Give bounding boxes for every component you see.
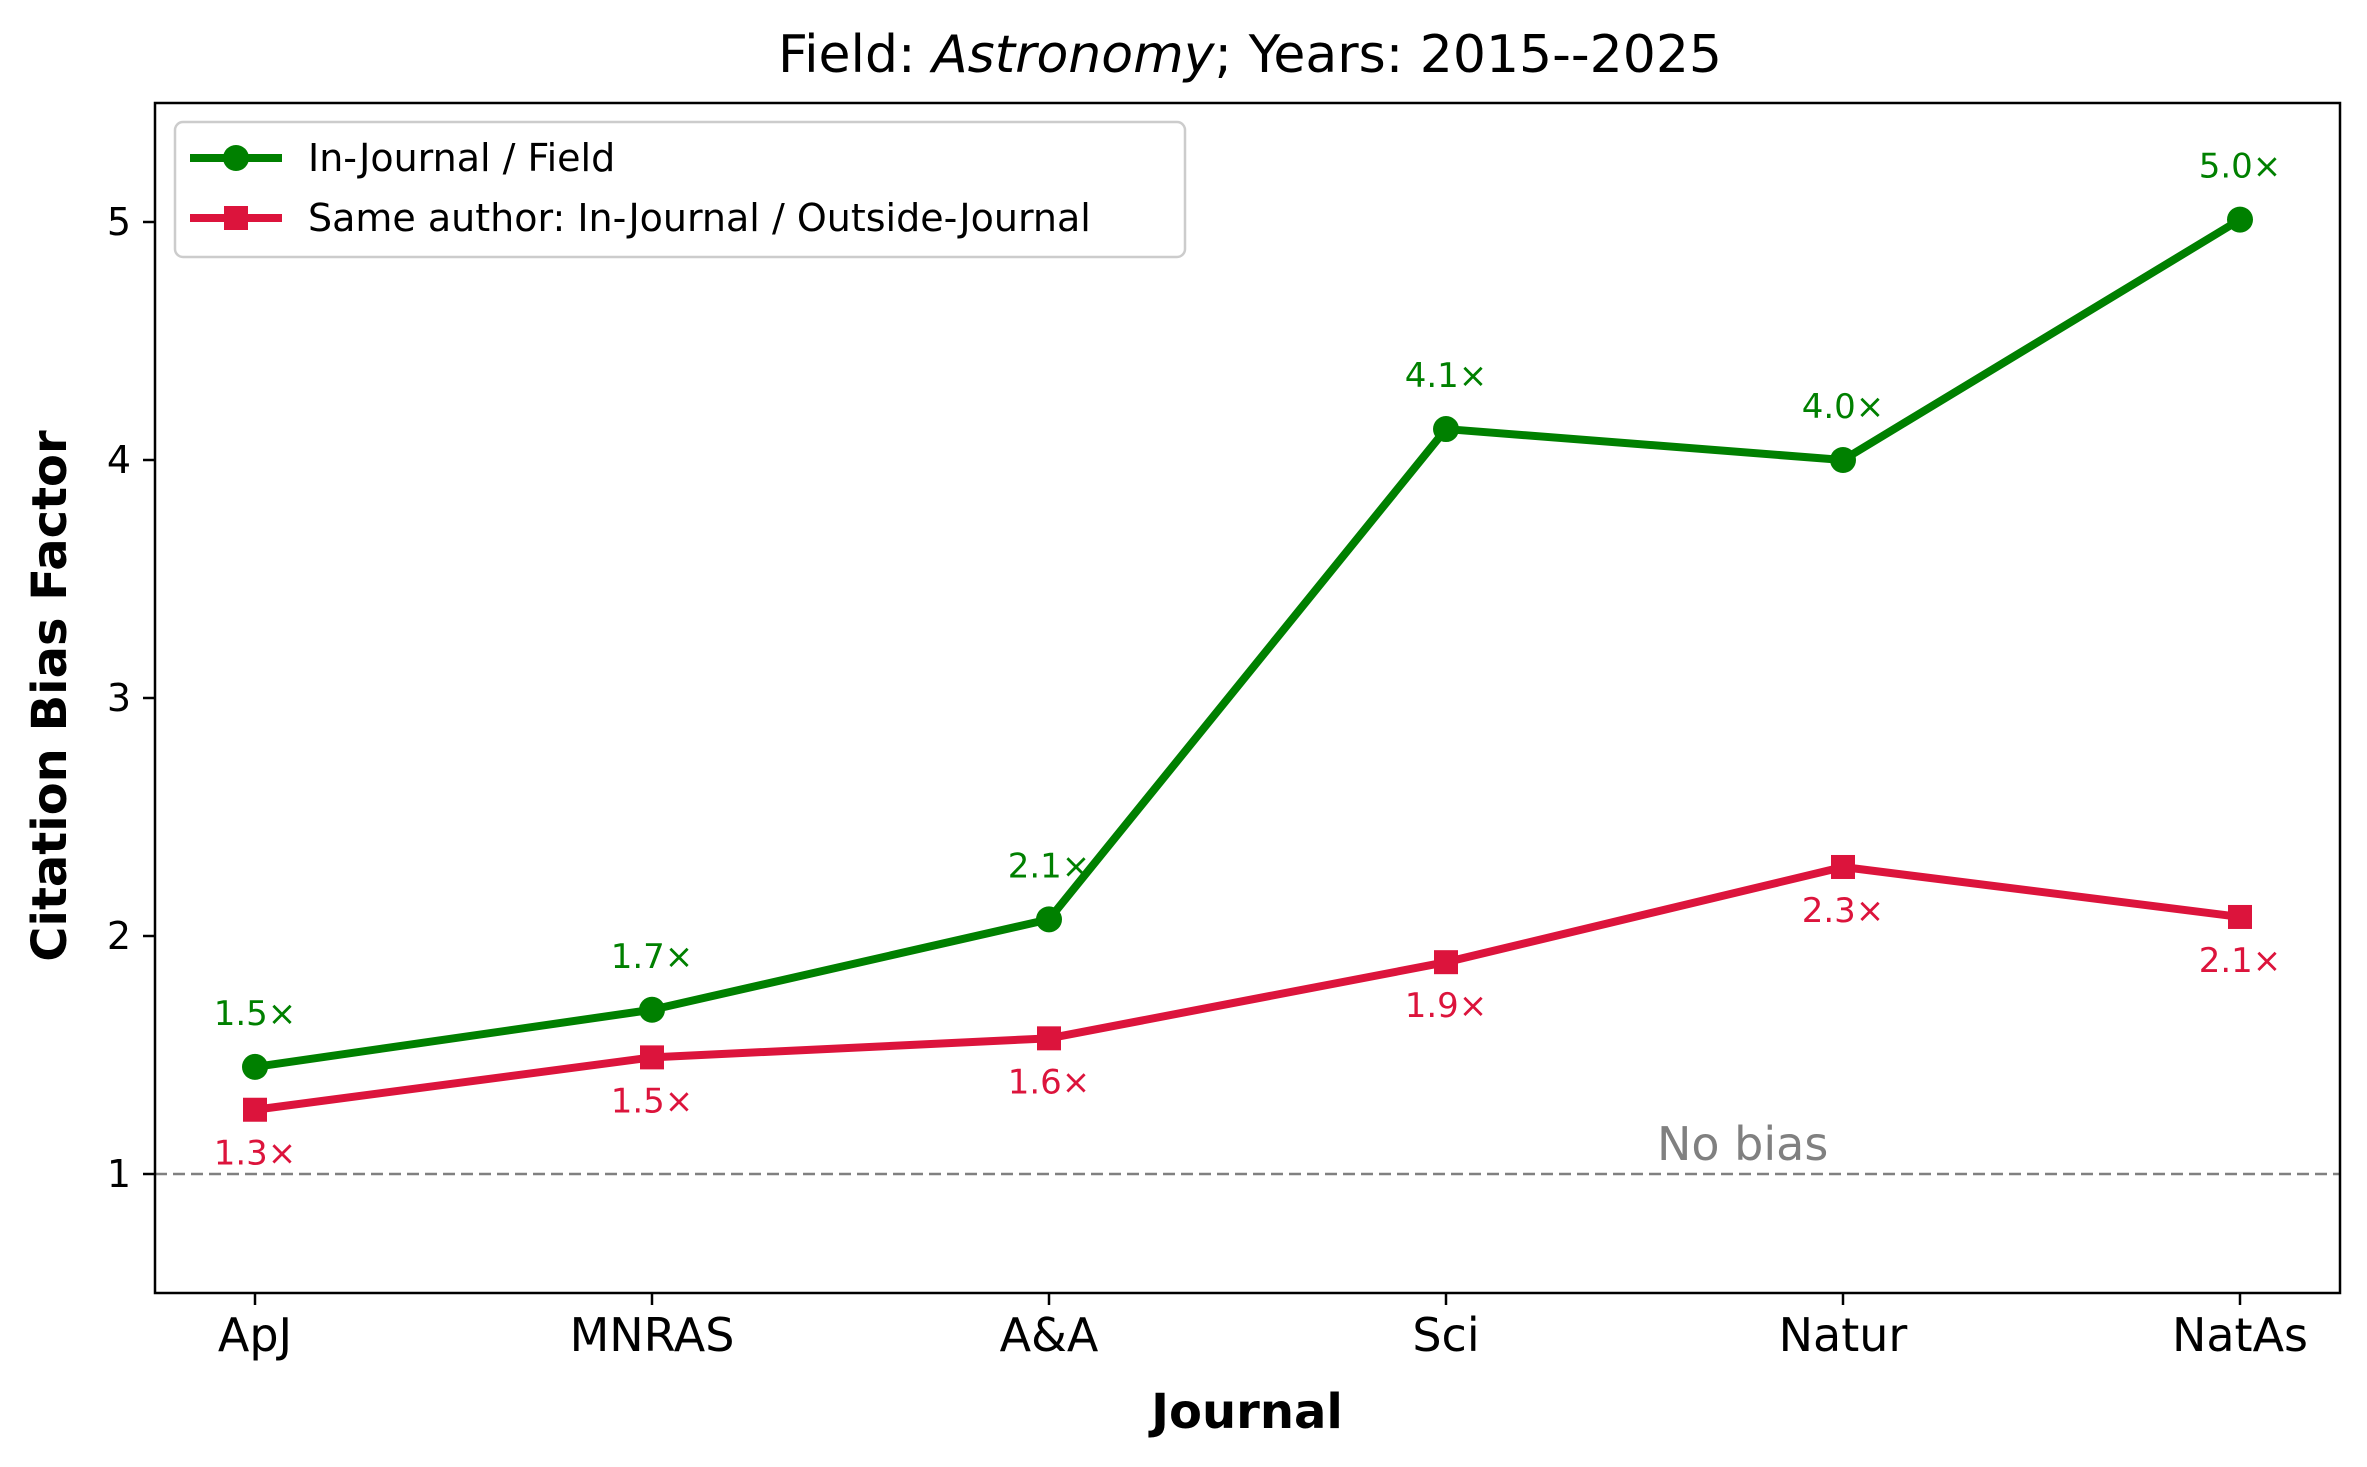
- y-axis: 1 2 3 4 5: [107, 200, 155, 1196]
- legend-entry: In-Journal / Field: [190, 136, 615, 180]
- legend-label: Same author: In-Journal / Outside-Journa…: [308, 196, 1091, 240]
- data-label: 5.0×: [2199, 147, 2282, 187]
- data-label: 1.3×: [214, 1134, 297, 1174]
- legend-entry: Same author: In-Journal / Outside-Journa…: [190, 196, 1091, 240]
- series-1: 1.3× 1.5× 1.6× 1.9× 2.3× 2.1×: [214, 854, 2282, 1174]
- reference-line-group: No bias: [155, 1117, 2340, 1176]
- data-label: 4.1×: [1405, 356, 1488, 396]
- y-tick-label: 4: [107, 438, 131, 482]
- data-point: [1036, 906, 1062, 933]
- y-tick-label: 3: [107, 676, 131, 720]
- x-tick-label: MNRAS: [570, 1308, 735, 1362]
- chart-title: Field: Astronomy; Years: 2015--2025: [778, 25, 1722, 85]
- data-point: [640, 1045, 664, 1070]
- x-tick-label: A&A: [1000, 1308, 1099, 1362]
- data-label: 1.9×: [1405, 986, 1488, 1026]
- x-axis: ApJ MNRAS A&A Sci Natur NatAs: [218, 1293, 2308, 1362]
- data-point: [1831, 854, 1855, 879]
- data-label: 1.6×: [1008, 1062, 1091, 1102]
- data-label: 4.0×: [1802, 387, 1885, 427]
- y-axis-label: Citation Bias Factor: [22, 430, 78, 962]
- y-tick-label: 1: [107, 1152, 131, 1196]
- y-tick-label: 5: [107, 200, 131, 244]
- data-label: 2.1×: [2199, 941, 2282, 981]
- legend-entries: In-Journal / Field Same author: In-Journa…: [190, 136, 1091, 240]
- data-label: 1.7×: [611, 937, 694, 977]
- data-point: [639, 996, 665, 1023]
- reference-line-label: No bias: [1657, 1117, 1828, 1171]
- data-point: [2227, 206, 2253, 233]
- data-label: 2.3×: [1802, 891, 1885, 931]
- legend-marker: [223, 145, 249, 171]
- x-tick-label: Natur: [1779, 1308, 1908, 1362]
- data-point: [1433, 416, 1459, 443]
- x-tick-label: Sci: [1412, 1308, 1479, 1362]
- data-point: [2228, 904, 2252, 929]
- data-point: [243, 1097, 267, 1122]
- data-point: [1434, 950, 1458, 975]
- data-label: 1.5×: [214, 994, 297, 1034]
- series-0: 1.5× 1.7× 2.1× 4.1× 4.0× 5.0×: [214, 147, 2282, 1080]
- data-point: [242, 1053, 268, 1080]
- series-line: [254, 862, 2241, 1114]
- legend-marker: [224, 206, 248, 230]
- y-tick-label: 2: [107, 914, 131, 958]
- data-point: [1037, 1026, 1061, 1051]
- legend: In-Journal / Field Same author: In-Journa…: [173, 120, 1187, 259]
- data-label: 1.5×: [611, 1081, 694, 1121]
- series-layer: 1.5× 1.7× 2.1× 4.1× 4.0× 5.0× 1.3× 1.5× 1.6× 1.9×…: [214, 147, 2282, 1174]
- data-label: 2.1×: [1008, 846, 1091, 886]
- legend-box: [173, 120, 1187, 259]
- data-point: [1830, 447, 1856, 473]
- series-line: [254, 216, 2243, 1071]
- x-tick-label: ApJ: [218, 1308, 292, 1362]
- x-axis-label: Journal: [1148, 1384, 1343, 1440]
- plot-frame: [153, 101, 2342, 1295]
- legend-label: In-Journal / Field: [308, 136, 615, 180]
- x-tick-label: NatAs: [2172, 1308, 2308, 1362]
